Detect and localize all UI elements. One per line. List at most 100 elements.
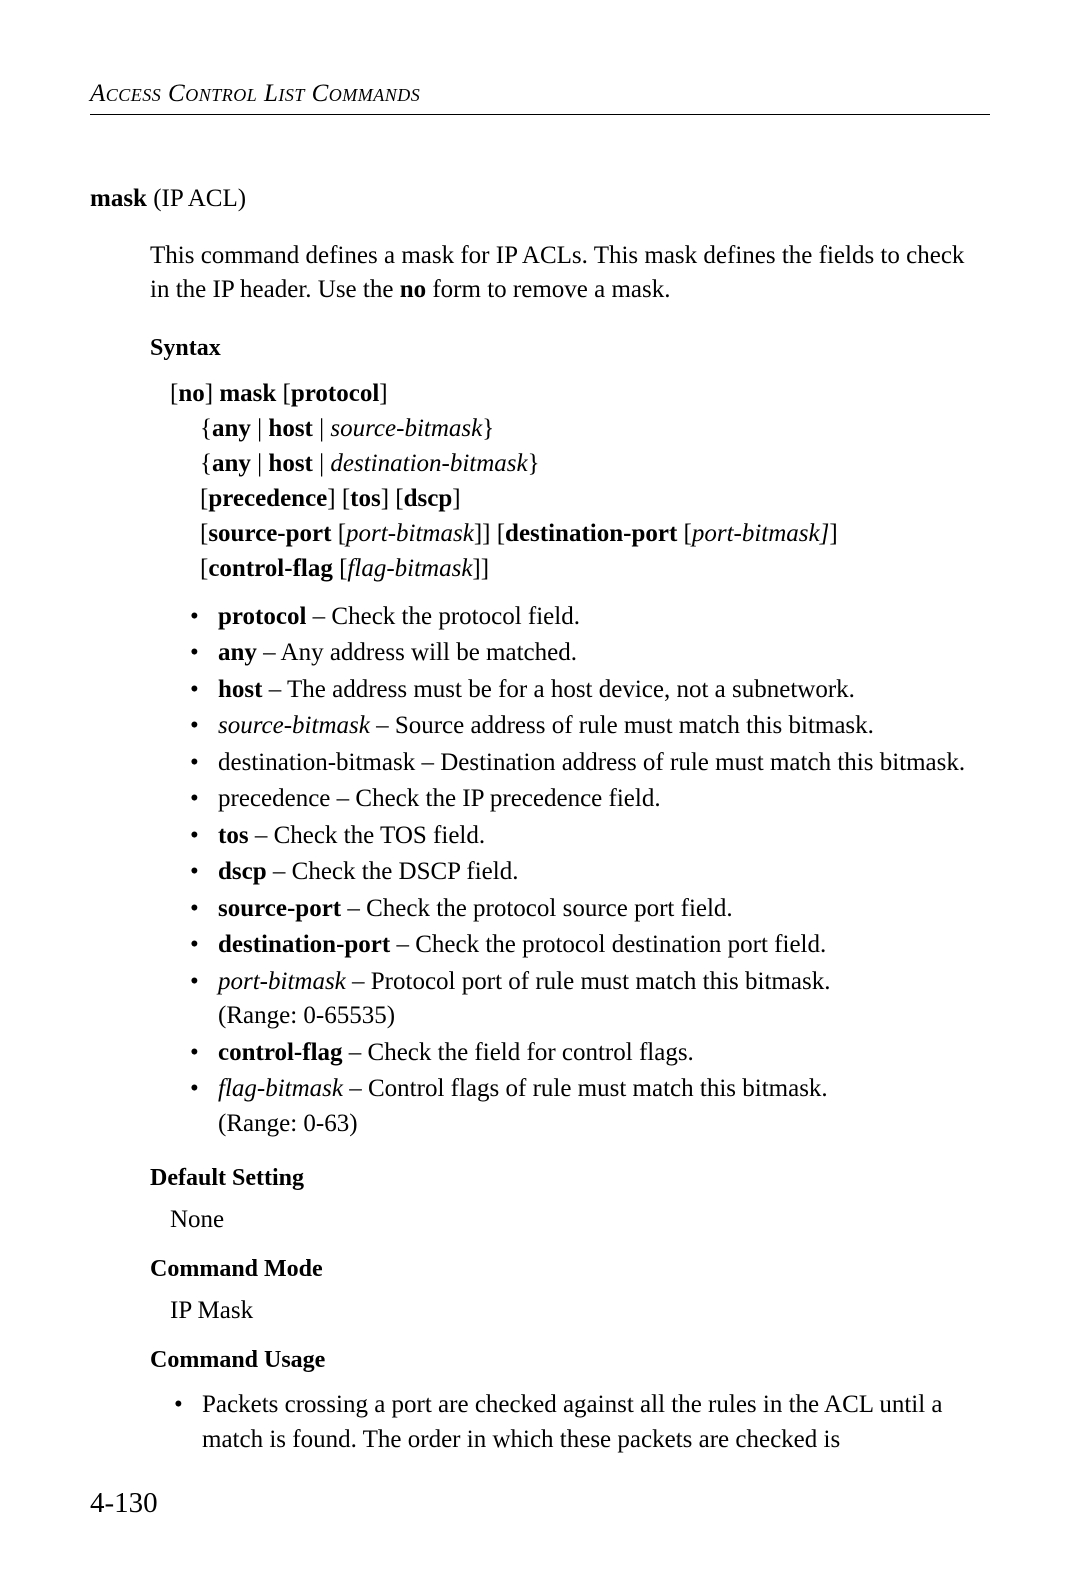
t: dscp: [404, 485, 453, 512]
t: protocol: [291, 380, 379, 407]
syntax-line-2: {any | host | source-bitmask}: [200, 411, 990, 446]
syntax-line-4: [precedence] [tos] [dscp]: [200, 481, 990, 516]
usage-list: Packets crossing a port are checked agai…: [174, 1388, 990, 1457]
param-term: host: [218, 676, 262, 703]
param-desc: – Check the protocol field.: [306, 603, 580, 630]
command-name: mask: [90, 185, 147, 212]
syntax-line-5: [source-port [port-bitmask]] [destinatio…: [200, 516, 990, 551]
page: Access Control List Commands mask (IP AC…: [0, 0, 1080, 1570]
parameter-list: protocol – Check the protocol field.any …: [190, 600, 990, 1142]
t: }: [482, 415, 494, 442]
t: ]: [379, 380, 387, 407]
t: ]: [205, 380, 220, 407]
param-desc: – Source address of rule must match this…: [370, 712, 874, 739]
desc-bold: no: [400, 276, 426, 303]
param-term: tos: [218, 822, 249, 849]
t: ]] [: [474, 520, 505, 547]
param-desc: – Any address will be matched.: [257, 639, 577, 666]
parameter-item: any – Any address will be matched.: [190, 636, 990, 671]
t: ] [: [381, 485, 404, 512]
param-desc: – Check the TOS field.: [249, 822, 486, 849]
t: destination-bitmask: [330, 450, 527, 477]
parameter-item: source-port – Check the protocol source …: [190, 892, 990, 927]
parameter-item: port-bitmask – Protocol port of rule mus…: [190, 965, 990, 1034]
t: precedence: [208, 485, 327, 512]
t: control-flag: [208, 555, 333, 582]
syntax-line-3: {any | host | destination-bitmask}: [200, 446, 990, 481]
parameter-item: host – The address must be for a host de…: [190, 673, 990, 708]
parameter-item: precedence – Check the IP precedence fie…: [190, 782, 990, 817]
t: source-port: [208, 520, 331, 547]
param-desc: – Check the protocol destination port fi…: [390, 931, 826, 958]
command-qualifier: (IP ACL): [147, 185, 246, 212]
t: host: [268, 450, 312, 477]
parameter-item: destination-port – Check the protocol de…: [190, 928, 990, 963]
t: ] [: [327, 485, 350, 512]
param-desc: – The address must be for a host device,…: [262, 676, 854, 703]
parameter-item: tos – Check the TOS field.: [190, 819, 990, 854]
t: |: [313, 450, 331, 477]
param-term: any: [218, 639, 257, 666]
t: any: [212, 450, 251, 477]
t: |: [251, 415, 269, 442]
param-term: source-port: [218, 895, 341, 922]
syntax-line-6: [control-flag [flag-bitmask]]: [200, 551, 990, 586]
t: any: [212, 415, 251, 442]
param-desc: – Protocol port of rule must match this …: [346, 968, 831, 995]
parameter-item: control-flag – Check the field for contr…: [190, 1036, 990, 1071]
param-desc: precedence – Check the IP precedence fie…: [218, 785, 661, 812]
param-term: dscp: [218, 858, 267, 885]
t: |: [313, 415, 331, 442]
param-desc: – Control flags of rule must match this …: [343, 1075, 828, 1102]
t: port-bitmask: [346, 520, 474, 547]
t: ]: [829, 520, 837, 547]
page-number: 4-130: [90, 1487, 158, 1520]
t: [: [333, 555, 348, 582]
t: }: [528, 450, 540, 477]
command-body: This command defines a mask for IP ACLs.…: [150, 239, 990, 1457]
param-term: destination-port: [218, 931, 390, 958]
param-term: protocol: [218, 603, 306, 630]
param-term: source-bitmask: [218, 712, 370, 739]
section-usage: Command Usage: [150, 1347, 990, 1374]
desc-post: form to remove a mask.: [426, 276, 670, 303]
t: {: [200, 450, 212, 477]
command-description: This command defines a mask for IP ACLs.…: [150, 239, 990, 307]
command-title: mask (IP ACL): [90, 185, 990, 213]
t: source-bitmask: [330, 415, 482, 442]
t: mask: [219, 380, 276, 407]
parameter-item: dscp – Check the DSCP field.: [190, 855, 990, 890]
param-note: (Range: 0-65535): [218, 999, 990, 1034]
parameter-item: source-bitmask – Source address of rule …: [190, 709, 990, 744]
param-desc: – Check the DSCP field.: [267, 858, 519, 885]
section-default: Default Setting: [150, 1165, 990, 1192]
running-head: Access Control List Commands: [90, 80, 990, 115]
t: host: [268, 415, 312, 442]
parameter-item: destination-bitmask – Destination addres…: [190, 746, 990, 781]
t: |: [251, 450, 269, 477]
param-term: port-bitmask: [218, 968, 346, 995]
default-value: None: [170, 1206, 990, 1234]
t: {: [200, 415, 212, 442]
param-term: control-flag: [218, 1039, 343, 1066]
syntax-block: [no] mask [protocol] {any | host | sourc…: [170, 376, 990, 586]
t: flag-bitmask: [347, 555, 472, 582]
usage-item: Packets crossing a port are checked agai…: [174, 1388, 990, 1457]
mode-value: IP Mask: [170, 1297, 990, 1325]
section-mode: Command Mode: [150, 1256, 990, 1283]
t: tos: [350, 485, 381, 512]
param-term: flag-bitmask: [218, 1075, 343, 1102]
t: no: [178, 380, 204, 407]
param-desc: – Check the field for control flags.: [343, 1039, 694, 1066]
t: destination-port: [505, 520, 677, 547]
parameter-item: flag-bitmask – Control flags of rule mus…: [190, 1072, 990, 1141]
parameter-item: protocol – Check the protocol field.: [190, 600, 990, 635]
t: [: [276, 380, 291, 407]
section-syntax: Syntax: [150, 335, 990, 362]
t: [: [331, 520, 346, 547]
param-desc: – Check the protocol source port field.: [341, 895, 733, 922]
syntax-line-1: [no] mask [protocol]: [170, 376, 990, 411]
t: ]: [452, 485, 460, 512]
param-desc: destination-bitmask – Destination addres…: [218, 749, 965, 776]
t: [: [677, 520, 692, 547]
